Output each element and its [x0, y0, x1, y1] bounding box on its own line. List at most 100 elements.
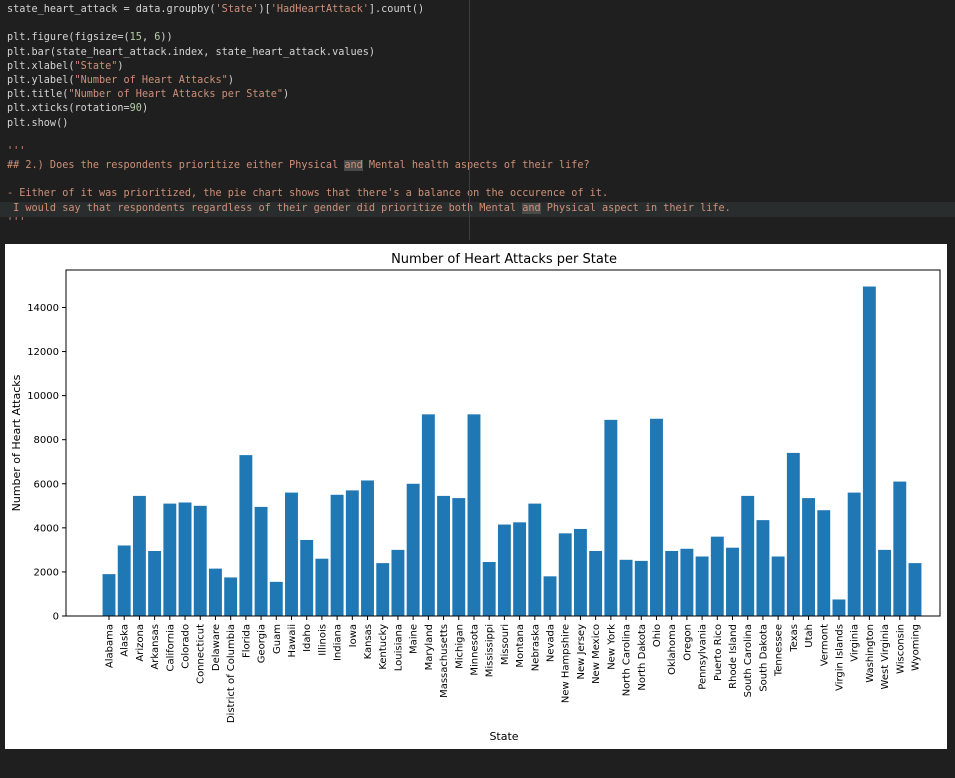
- code-cell[interactable]: state_heart_attack = data.groupby('State…: [0, 0, 955, 240]
- x-tick-label: Puerto Rico: [713, 624, 724, 681]
- bar: [132, 495, 146, 616]
- code-token: plt.xticks(rotation=: [7, 103, 130, 115]
- bar: [224, 577, 238, 616]
- x-axis-label: State: [489, 730, 518, 743]
- x-tick-label: Nebraska: [530, 624, 541, 671]
- x-tick-label: Alaska: [120, 624, 131, 657]
- x-tick-label: Virginia: [850, 624, 861, 662]
- x-tick-label: Idaho: [302, 624, 313, 652]
- code-token: 6: [154, 32, 161, 44]
- bar: [619, 559, 633, 616]
- x-tick-label: Oklahoma: [667, 624, 678, 675]
- x-tick-label: District of Columbia: [226, 624, 237, 723]
- bar: [908, 563, 922, 616]
- x-tick-label: Washington: [865, 624, 876, 683]
- code-token: plt.bar(state_heart_attack.index, state_…: [7, 46, 376, 58]
- bar: [285, 492, 298, 616]
- code-token: plt.show(): [7, 117, 69, 129]
- bar: [771, 556, 785, 616]
- x-tick-label: North Carolina: [622, 624, 633, 696]
- x-tick-label: Maryland: [424, 624, 435, 670]
- code-token: ): [283, 89, 290, 101]
- x-tick-label: Maine: [409, 624, 420, 654]
- code-line: - Either of it was prioritized, the pie …: [7, 187, 731, 201]
- code-token: Physical aspect in their life.: [540, 202, 731, 214]
- bar: [482, 562, 496, 616]
- code-token: )[: [258, 4, 271, 15]
- y-tick-label: 4000: [34, 523, 59, 534]
- y-tick-label: 6000: [34, 479, 59, 490]
- x-tick-label: Wyoming: [911, 624, 922, 671]
- bar: [163, 503, 177, 616]
- bar: [528, 503, 542, 616]
- code-token: 15: [129, 32, 142, 44]
- y-axis-label: Number of Heart Attacks: [10, 374, 23, 511]
- bar: [802, 498, 815, 616]
- code-token: and: [344, 160, 363, 172]
- bar: [452, 498, 466, 616]
- code-line: plt.figure(figsize=(15, 6)): [7, 31, 731, 45]
- bar: [178, 502, 192, 616]
- code-token: "Number of Heart Attacks": [74, 74, 228, 86]
- code-line: state_heart_attack = data.groupby('State…: [7, 3, 731, 17]
- x-tick-label: Rhode Island: [728, 624, 739, 689]
- x-tick-label: Oregon: [682, 624, 693, 661]
- x-tick-label: Utah: [804, 624, 815, 648]
- x-tick-label: Mississippi: [485, 624, 496, 677]
- code-line: ''': [7, 216, 731, 230]
- x-tick-label: Missouri: [500, 624, 511, 665]
- code-editor[interactable]: state_heart_attack = data.groupby('State…: [7, 3, 731, 230]
- code-line: plt.xticks(rotation=90): [7, 102, 731, 116]
- bar: [300, 539, 314, 616]
- bar: [391, 549, 405, 616]
- x-tick-label: Vermont: [819, 624, 830, 666]
- bar: [741, 495, 755, 616]
- bar-chart: Number of Heart Attacks per State 0 2000 4…: [10, 252, 941, 743]
- x-tick-label: Hawaii: [287, 624, 298, 658]
- y-tick-label: 12000: [27, 347, 59, 358]
- code-line: [7, 17, 731, 31]
- bar: [862, 286, 876, 616]
- code-line: ''': [7, 145, 731, 159]
- cell-output: Number of Heart Attacks per State 0 2000 4…: [5, 244, 947, 749]
- x-tick-label: Arkansas: [150, 624, 161, 670]
- code-token: 'State': [215, 4, 259, 15]
- x-tick-label: New Jersey: [576, 624, 587, 680]
- y-tick-label: 10000: [27, 391, 59, 402]
- x-tick-label: Ohio: [652, 624, 663, 647]
- bar: [573, 528, 587, 616]
- y-tick-label: 2000: [34, 567, 59, 578]
- bar: [695, 556, 709, 616]
- code-line: plt.bar(state_heart_attack.index, state_…: [7, 46, 731, 60]
- x-tick-label: Colorado: [181, 624, 192, 669]
- x-tick-label: Massachusetts: [439, 624, 450, 698]
- bar: [847, 492, 861, 616]
- code-token: plt.xlabel(: [7, 60, 75, 72]
- bar: [589, 550, 603, 616]
- bar: [376, 563, 390, 616]
- plot-frame: [65, 269, 941, 617]
- code-token: ,: [141, 32, 155, 44]
- bar: [513, 522, 527, 616]
- bar: [148, 550, 162, 616]
- bar: [665, 550, 679, 616]
- x-tick-label: New York: [606, 624, 617, 670]
- code-token: ): [117, 60, 124, 72]
- bar: [254, 506, 268, 616]
- bar: [102, 574, 116, 616]
- current-line-highlight: [0, 202, 955, 217]
- code-line: plt.title("Number of Heart Attacks per S…: [7, 88, 731, 102]
- x-tick-label: Indiana: [333, 624, 344, 661]
- bar: [786, 452, 800, 616]
- bar: [543, 576, 557, 616]
- x-tick-label: South Dakota: [758, 624, 769, 692]
- code-line: I would say that respondents regardless …: [7, 202, 731, 216]
- x-tick-label: Guam: [272, 624, 283, 654]
- code-token: plt.figure(figsize=(: [7, 32, 130, 44]
- x-tick-label: Illinois: [317, 624, 328, 656]
- x-tick-label: California: [165, 624, 176, 672]
- x-tick-label: Florida: [241, 624, 252, 658]
- code-token: ): [227, 74, 234, 86]
- x-tick-label: Michigan: [454, 624, 465, 669]
- code-token: )): [160, 32, 173, 44]
